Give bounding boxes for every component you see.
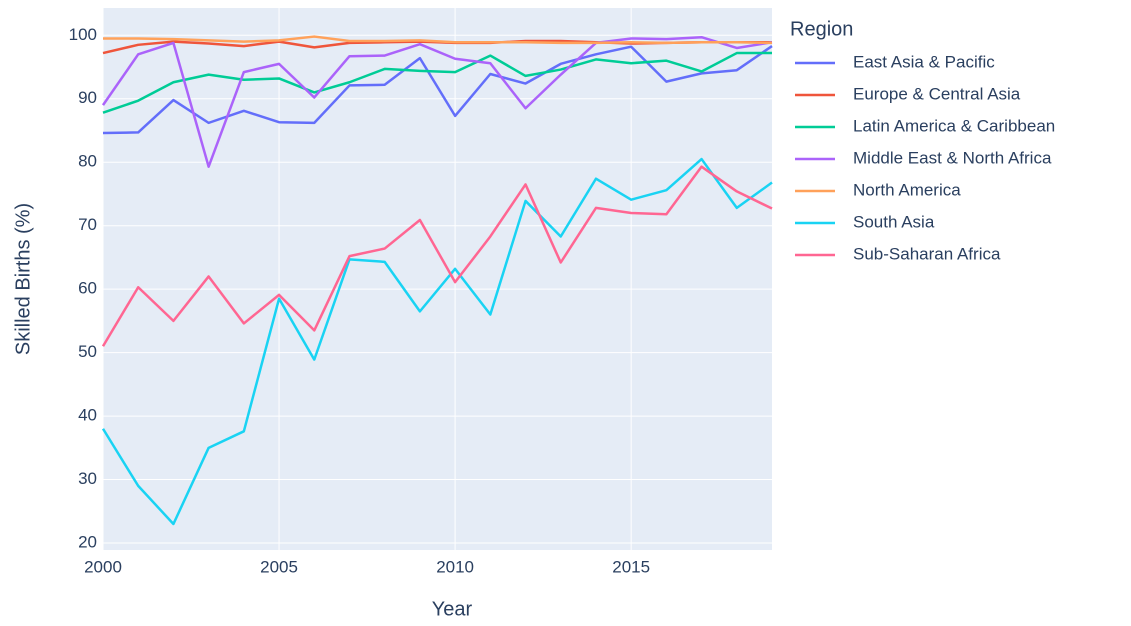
legend-label: Middle East & North Africa xyxy=(853,148,1052,167)
y-tick-label: 100 xyxy=(69,25,97,44)
legend-label: East Asia & Pacific xyxy=(853,52,995,71)
y-tick-label: 40 xyxy=(78,406,97,425)
y-tick-label: 30 xyxy=(78,469,97,488)
line xyxy=(101,165,773,347)
y-tick-label: 60 xyxy=(78,279,97,298)
y-tick-label: 20 xyxy=(78,533,97,552)
legend-label: North America xyxy=(853,180,961,199)
x-tick-label: 2015 xyxy=(612,557,650,576)
line xyxy=(101,157,773,526)
line xyxy=(101,35,773,168)
line xyxy=(102,51,772,114)
y-tick-label: 50 xyxy=(78,342,97,361)
x-axis-title: Year xyxy=(432,598,473,620)
legend-label: Sub-Saharan Africa xyxy=(853,244,1001,263)
x-tick-label: 2000 xyxy=(84,557,122,576)
legend-label: Europe & Central Asia xyxy=(853,84,1021,103)
y-axis-title: Skilled Births (%) xyxy=(12,203,34,355)
x-tick-label: 2010 xyxy=(436,557,474,576)
x-tick-label: 2005 xyxy=(260,557,298,576)
y-tick-label: 80 xyxy=(78,152,97,171)
y-tick-label: 90 xyxy=(78,88,97,107)
legend-label: Latin America & Caribbean xyxy=(853,116,1055,135)
y-tick-label: 70 xyxy=(78,215,97,234)
line xyxy=(102,45,773,135)
legend-label: South Asia xyxy=(853,212,935,231)
legend-title: Region xyxy=(790,18,853,40)
line xyxy=(103,35,773,45)
